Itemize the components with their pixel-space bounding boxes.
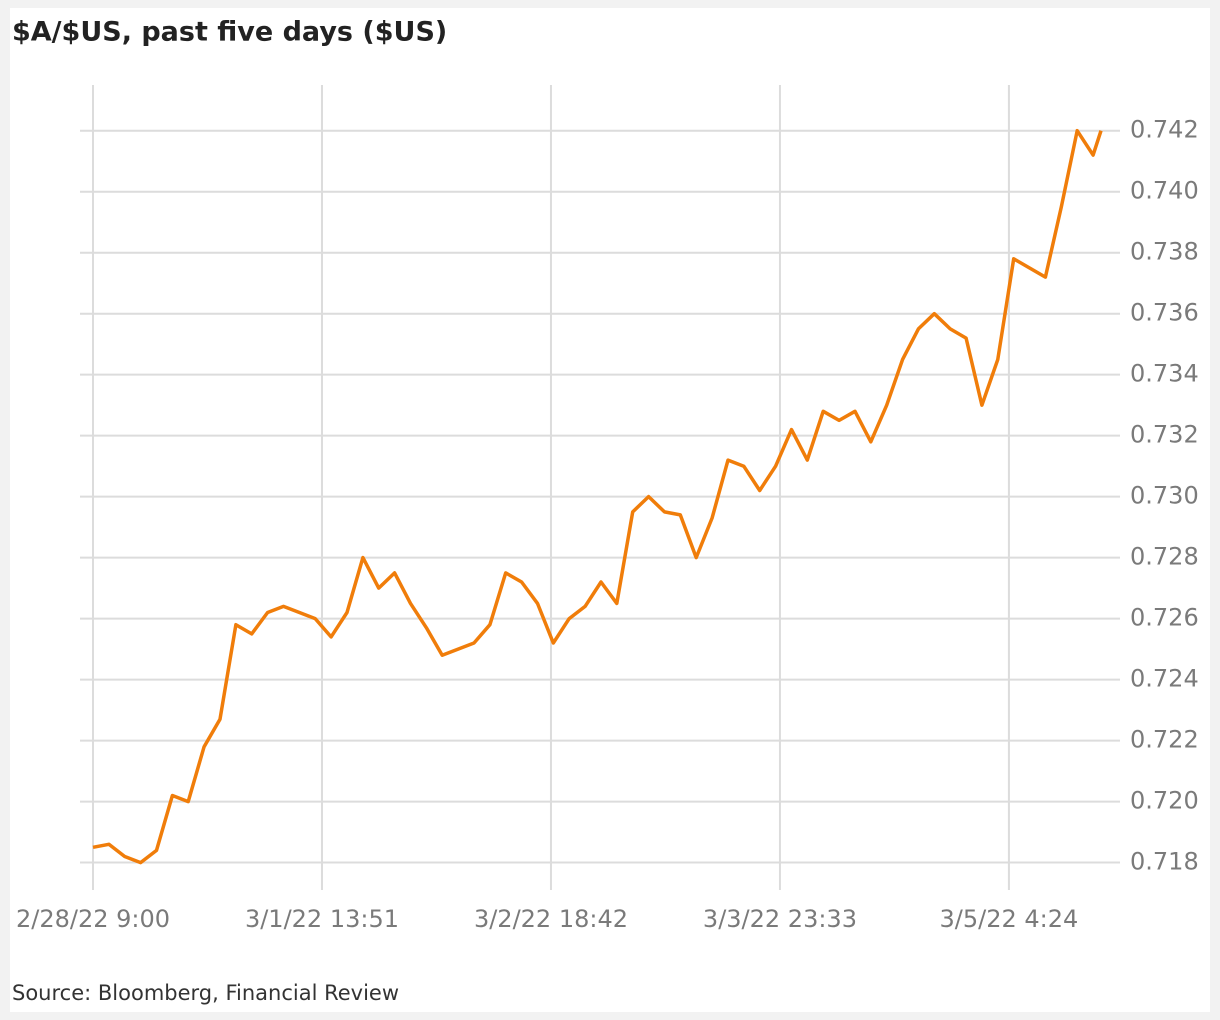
y-tick-label: 0.738 <box>1130 238 1199 266</box>
source: Source: Bloomberg, Financial Review <box>12 981 399 1005</box>
y-tick-label: 0.728 <box>1130 543 1199 571</box>
x-tick-label: 2/28/22 9:00 <box>16 905 170 933</box>
y-tick-label: 0.726 <box>1130 604 1199 632</box>
y-tick-label: 0.734 <box>1130 360 1199 388</box>
y-tick-label: 0.724 <box>1130 665 1199 693</box>
y-tick-label: 0.732 <box>1130 421 1199 449</box>
x-tick-label: 3/5/22 4:24 <box>940 905 1079 933</box>
y-tick-label: 0.722 <box>1130 726 1199 754</box>
card <box>10 8 1210 1012</box>
y-tick-label: 0.742 <box>1130 116 1199 144</box>
y-tick-label: 0.740 <box>1130 177 1199 205</box>
x-tick-label: 3/1/22 13:51 <box>245 905 399 933</box>
x-tick-label: 3/3/22 23:33 <box>703 905 857 933</box>
y-tick-label: 0.730 <box>1130 482 1199 510</box>
x-tick-label: 3/2/22 18:42 <box>474 905 628 933</box>
data-line <box>92 128 1103 865</box>
y-tick-label: 0.720 <box>1130 787 1199 815</box>
chart-title: $A/$US, past five days ($US) <box>12 17 447 48</box>
y-tick-label: 0.718 <box>1130 848 1199 876</box>
y-tick-label: 0.736 <box>1130 299 1199 327</box>
